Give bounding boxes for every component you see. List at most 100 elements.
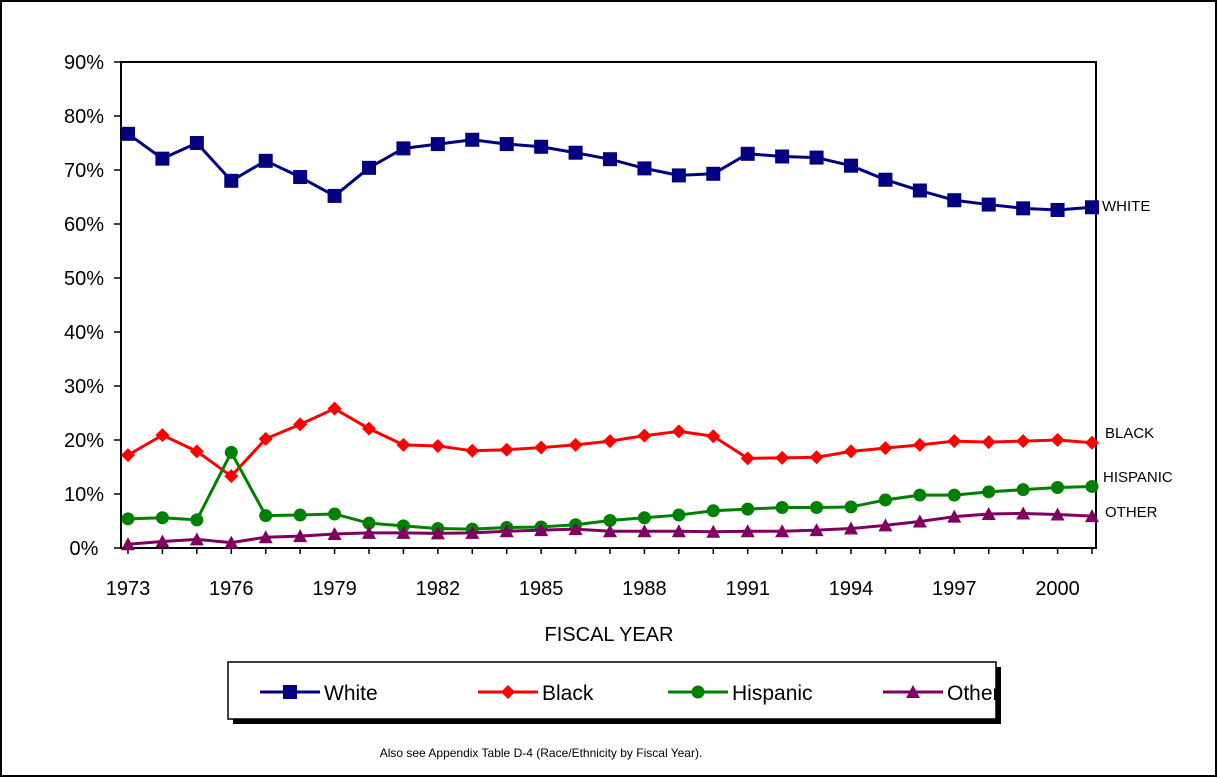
series-other-point <box>430 526 445 540</box>
end-label-hispanic: HISPANIC <box>1103 469 1173 486</box>
series-black-point <box>189 444 204 459</box>
end-label-other: OTHER <box>1105 504 1158 521</box>
series-white-point <box>258 153 273 168</box>
series-black-point <box>1085 435 1099 450</box>
series-white-point <box>844 158 858 173</box>
series-hispanic-point <box>121 512 135 526</box>
series-other-point <box>568 522 583 536</box>
legend-box <box>227 661 997 720</box>
series-other-point <box>224 535 239 549</box>
series-other-point <box>775 524 790 538</box>
series-white-point <box>121 126 135 141</box>
series-black-point <box>499 442 514 457</box>
series-white-point <box>1016 201 1031 216</box>
series-black-point <box>121 448 135 463</box>
series-black-point <box>947 434 962 449</box>
series-other-point <box>327 526 342 540</box>
series-black-point <box>637 428 652 443</box>
series-black-point <box>603 434 617 449</box>
series-other-point <box>981 506 996 520</box>
y-tick-label: 0% <box>70 538 99 560</box>
series-other-point <box>534 523 549 537</box>
series-black-point <box>775 450 790 465</box>
series-hispanic-point <box>878 493 892 507</box>
x-tick-label: 1988 <box>622 578 667 600</box>
series-white-point <box>430 137 445 152</box>
series-other-point <box>603 524 617 538</box>
series-white-point <box>671 168 686 183</box>
series-other-point <box>809 523 824 537</box>
series-white-point <box>155 151 170 166</box>
y-tick-label: 80% <box>64 106 104 128</box>
series-hispanic-point <box>1016 483 1030 497</box>
x-tick-label: 1991 <box>725 578 770 600</box>
series-hispanic-point <box>810 501 824 514</box>
series-hispanic-point <box>982 485 996 499</box>
series-group <box>121 126 1099 551</box>
legend-marker-hispanic <box>691 685 705 699</box>
series-black-point <box>844 444 858 459</box>
series-white-point <box>534 139 549 154</box>
series-white-point <box>327 188 342 203</box>
series-other-point <box>189 532 204 546</box>
series-hispanic-point <box>672 508 686 522</box>
y-tick-label: 60% <box>64 214 104 236</box>
series-hispanic-point <box>1051 481 1065 495</box>
x-tick-label: 1973 <box>106 578 151 600</box>
x-axis: 1973 1976 1979 1982 1985 1988 1991 1994 1997 2000 <box>106 548 1093 600</box>
series-white-point <box>637 161 652 176</box>
series-hispanic-point <box>913 488 927 502</box>
series-white-point <box>947 193 962 208</box>
series-black-point <box>362 421 376 436</box>
series-black-point <box>155 428 170 443</box>
series-hispanic-point <box>1085 479 1099 493</box>
series-hispanic-point <box>328 507 342 521</box>
series-white-point <box>1050 202 1065 217</box>
series-white-point <box>706 166 721 181</box>
y-tick-label: 90% <box>64 52 104 74</box>
y-axis: 0% 10% 20% 30% 40% 50% 60% 70% 80% 90% <box>64 52 121 560</box>
series-other-point <box>671 524 686 538</box>
series-other-point <box>637 524 652 538</box>
series-other-point <box>947 509 962 523</box>
series-other-point <box>396 525 411 539</box>
series-black-point <box>1016 434 1031 449</box>
y-tick-label: 30% <box>64 376 104 398</box>
series-white-point <box>775 149 790 164</box>
series-other-point <box>499 524 514 538</box>
y-tick-label: 10% <box>64 484 104 506</box>
series-white-point <box>362 160 376 175</box>
x-tick-label: 1994 <box>829 578 874 600</box>
series-hispanic-point <box>775 501 789 514</box>
series-white-point <box>740 146 755 161</box>
series-white-point <box>224 173 239 188</box>
series-white-point <box>981 197 996 212</box>
series-black-point <box>396 437 411 452</box>
series-other-point <box>1050 507 1065 521</box>
series-hispanic-point <box>603 513 617 527</box>
legend-label-black: Black <box>542 682 594 705</box>
series-black-point <box>534 440 549 455</box>
series-hispanic-point <box>190 513 204 527</box>
series-black-point <box>430 438 445 453</box>
series-black-point <box>740 451 755 466</box>
series-black-point <box>293 417 308 432</box>
series-white <box>121 126 1099 217</box>
x-axis-title: FISCAL YEAR <box>545 624 674 646</box>
series-other-point <box>844 521 858 535</box>
series-white-point <box>465 132 480 147</box>
series-hispanic-point <box>293 508 307 522</box>
series-white-point <box>189 136 204 150</box>
series-black-point <box>706 429 721 444</box>
plot-border <box>120 61 1097 549</box>
legend-marker-other <box>906 685 920 698</box>
series-other-point <box>293 529 308 543</box>
series-hispanic-point <box>224 445 238 459</box>
series-hispanic-point <box>844 500 858 514</box>
series-black-point <box>1050 433 1065 447</box>
x-tick-label: 1997 <box>932 578 977 600</box>
x-tick-label: 1979 <box>312 578 357 600</box>
series-black-point <box>258 431 273 446</box>
series-other-point <box>258 530 273 544</box>
